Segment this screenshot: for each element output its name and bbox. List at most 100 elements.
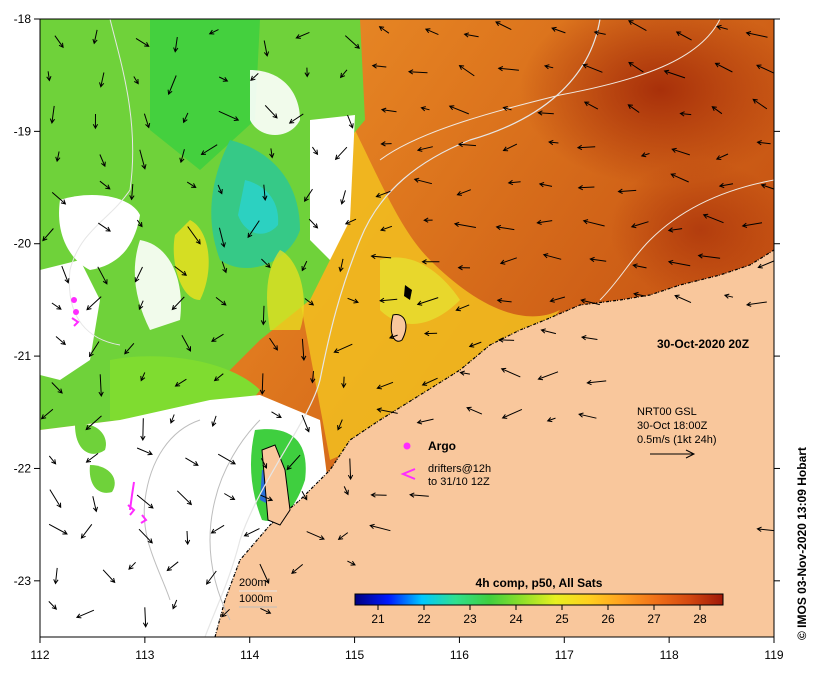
current-arrow <box>371 63 387 69</box>
current-arrow <box>260 607 272 614</box>
current-arrow <box>85 453 99 463</box>
argo-label: Argo <box>428 439 456 453</box>
drifters-label-1: drifters@12h <box>428 463 491 475</box>
current-arrow <box>139 149 147 170</box>
current-arrow <box>421 259 440 265</box>
current-arrow <box>549 296 566 303</box>
current-arrow <box>173 37 179 53</box>
current-arrow <box>757 260 774 269</box>
current-arrow <box>92 496 98 513</box>
current-arrow <box>670 173 689 183</box>
current-arrow <box>628 61 644 73</box>
current-arrow <box>347 297 359 304</box>
current-arrow <box>378 26 390 34</box>
current-arrow <box>578 412 597 419</box>
map-field <box>40 19 774 637</box>
current-arrow <box>347 458 354 481</box>
current-arrow <box>497 66 519 72</box>
current-arrow <box>421 377 438 386</box>
credit-label: © IMOS 03-Nov-2020 13:09 Hobart <box>795 447 809 640</box>
current-arrow <box>42 228 54 242</box>
current-arrow <box>633 291 646 298</box>
current-arrow <box>288 113 304 124</box>
current-arrow <box>166 561 179 572</box>
current-arrow <box>301 414 310 433</box>
depth-200-label: 200m <box>239 577 267 589</box>
current-arrow <box>92 29 98 45</box>
current-arrow <box>671 147 690 156</box>
current-arrow <box>580 298 600 306</box>
current-arrow <box>310 371 316 384</box>
current-arrow <box>453 221 476 228</box>
colorbar-tick-label: 26 <box>601 612 615 626</box>
yellow-sst-patch <box>267 250 304 330</box>
current-arrow <box>697 253 721 259</box>
current-arrow <box>221 608 230 618</box>
current-arrow <box>334 146 348 161</box>
cloud-mask <box>250 70 300 135</box>
current-arrow <box>51 302 62 310</box>
current-arrow <box>416 297 439 306</box>
current-legend: NRT00 GSL 30-Oct 18:00Z 0.5m/s (1kt 24h) <box>637 406 716 459</box>
current-arrow <box>413 177 433 185</box>
current-arrow <box>176 490 193 506</box>
current-arrow <box>745 31 768 38</box>
current-arrow <box>542 253 562 260</box>
current-arrow <box>344 218 357 225</box>
current-arrow <box>711 106 723 115</box>
current-arrow <box>210 524 225 534</box>
current-arrow <box>640 152 650 158</box>
current-arrow <box>136 494 154 509</box>
current-arrow <box>715 153 729 160</box>
current-arrow <box>185 457 199 466</box>
current-arrow <box>582 63 603 73</box>
bathymetry-contour <box>209 419 261 621</box>
current-arrow <box>134 266 143 283</box>
current-arrow <box>586 379 607 386</box>
current-arrow <box>124 342 135 355</box>
island <box>404 285 412 300</box>
current-arrow <box>376 381 394 390</box>
current-arrow <box>46 71 52 82</box>
current-arrow <box>295 31 310 39</box>
lat-tick-label: -19 <box>14 124 32 138</box>
current-arrow <box>723 293 734 299</box>
current-arrow <box>259 563 270 584</box>
lon-tick-label: 118 <box>660 648 679 662</box>
current-arrow <box>347 560 356 566</box>
green-sst-region <box>89 465 115 493</box>
current-arrow <box>75 609 95 619</box>
current-arrow <box>133 76 139 85</box>
current-arrow <box>291 564 304 574</box>
current-arrow <box>582 219 605 227</box>
current-arrow <box>679 111 692 117</box>
current-arrow <box>99 154 106 168</box>
current-arrow <box>593 30 606 36</box>
current-arrow <box>263 40 270 57</box>
current-arrow <box>260 494 274 502</box>
current-arrow <box>702 213 724 224</box>
current-arrow <box>341 376 347 389</box>
current-arrow <box>370 492 387 498</box>
current-arrow <box>714 62 733 73</box>
lat-tick-label: -20 <box>14 237 32 251</box>
drifter-legend-marker <box>400 468 416 480</box>
current-arrow <box>51 192 67 205</box>
current-arrow <box>380 225 393 232</box>
hot-water-patch <box>610 160 774 300</box>
current-arrow <box>179 149 185 164</box>
current-arrow <box>548 139 559 146</box>
current-arrow <box>379 297 398 304</box>
current-arrow <box>218 76 229 82</box>
current-arrow <box>200 144 218 156</box>
bathymetry-contour <box>599 179 774 301</box>
lat-axis: -18 -19 -20 -21 -22 -23 <box>14 12 780 588</box>
current-arrow <box>338 258 344 273</box>
current-arrow <box>457 141 477 148</box>
current-arrow <box>182 112 189 124</box>
current-arrow <box>380 107 397 113</box>
current-arrow <box>538 182 553 188</box>
current-arrow <box>211 333 224 342</box>
current-arrow <box>501 408 523 419</box>
